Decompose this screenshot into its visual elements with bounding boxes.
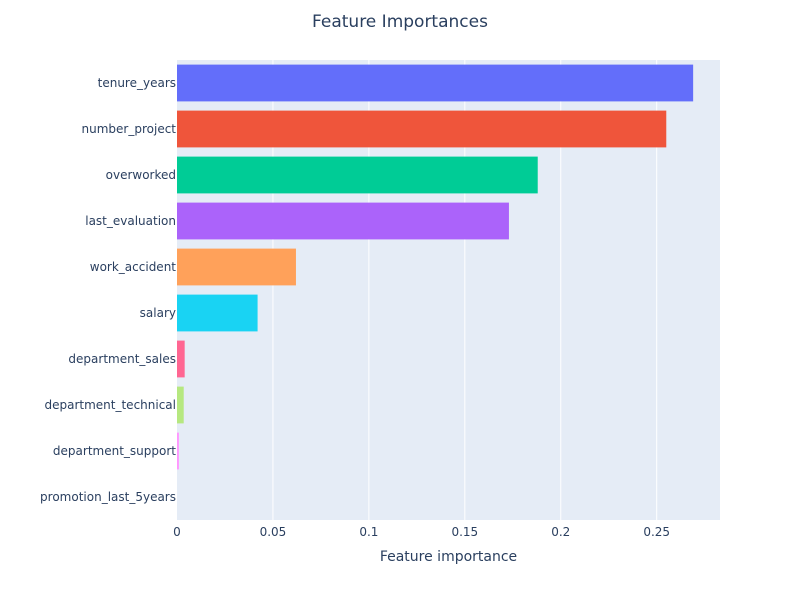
bar-work-accident[interactable] <box>177 248 296 286</box>
y-tick-label: tenure_years <box>98 76 176 90</box>
bar-tenure-years[interactable] <box>177 64 694 102</box>
x-tick-label: 0.1 <box>359 525 378 539</box>
x-tick-label: 0.25 <box>643 525 670 539</box>
x-tick-label: 0 <box>173 525 181 539</box>
bar-department-support[interactable] <box>177 432 179 470</box>
bar-department-sales[interactable] <box>177 340 185 378</box>
y-tick-label: number_project <box>82 122 177 136</box>
bar-department-technical[interactable] <box>177 386 184 424</box>
x-tick-label: 0.15 <box>451 525 478 539</box>
x-tick-label: 0.05 <box>260 525 287 539</box>
x-tick-label: 0.2 <box>551 525 570 539</box>
y-tick-label: overworked <box>106 168 176 182</box>
y-tick-label: department_support <box>53 444 176 458</box>
y-tick-label: department_technical <box>44 398 176 412</box>
y-tick-labels: tenure_years number_project overworked last… <box>40 76 176 504</box>
chart-title: Feature Importances <box>312 12 488 32</box>
y-tick-label: last_evaluation <box>85 214 176 228</box>
y-tick-label: work_accident <box>90 260 177 274</box>
bars <box>177 64 694 470</box>
y-tick-label: salary <box>140 306 176 320</box>
bar-number-project[interactable] <box>177 110 667 148</box>
y-tick-label: department_sales <box>68 352 176 366</box>
bar-last-evaluation[interactable] <box>177 202 509 240</box>
x-axis-title: Feature importance <box>380 549 517 565</box>
x-tick-labels: 0 0.05 0.1 0.15 0.2 0.25 <box>173 525 670 539</box>
bar-overworked[interactable] <box>177 156 538 194</box>
y-tick-label: promotion_last_5years <box>40 490 176 504</box>
bar-salary[interactable] <box>177 294 258 332</box>
